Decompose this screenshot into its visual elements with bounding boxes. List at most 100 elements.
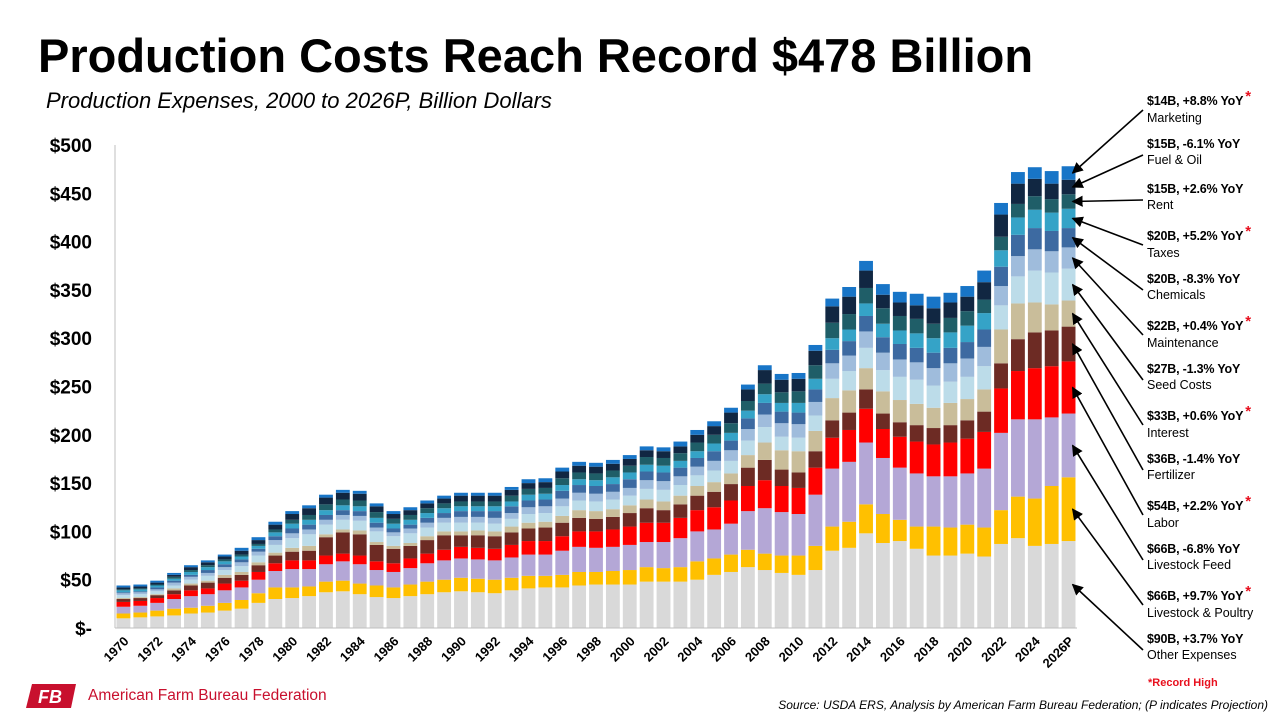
bar-segment — [774, 411, 789, 424]
bar-segment — [268, 587, 283, 600]
bar-segment — [538, 499, 553, 507]
bar-segment — [605, 459, 620, 464]
bar-segment — [1011, 203, 1025, 218]
bar-segment — [909, 293, 924, 306]
bar-segment — [740, 455, 755, 468]
bar-segment — [217, 577, 232, 584]
bar-segment — [167, 574, 181, 577]
bar-segment — [251, 579, 266, 594]
bar-segment — [1044, 330, 1059, 367]
bar-segment — [673, 581, 688, 628]
bar-segment — [572, 510, 587, 518]
bar-segment — [589, 501, 603, 512]
bar-segment — [875, 337, 890, 353]
bar-segment — [572, 571, 587, 586]
bar-segment — [926, 476, 941, 527]
bar-segment — [319, 537, 333, 556]
bar-segment — [470, 522, 485, 531]
bar-segment — [656, 465, 671, 473]
bar-segment — [740, 410, 755, 419]
bar-segment — [842, 296, 857, 315]
y-axis-labels: $- $50 $100 $150 $200 $250 $300 $350 $400 $450 $50… — [50, 136, 92, 640]
bar-segment — [133, 598, 148, 601]
bar-segment — [285, 587, 300, 599]
x-tick-label: 1972 — [134, 634, 165, 665]
bar-segment — [707, 529, 722, 559]
bar-segment — [673, 460, 688, 468]
bar-segment — [774, 436, 789, 451]
bar-segment — [825, 526, 840, 551]
bar-segment — [555, 587, 570, 628]
bar-segment — [268, 524, 283, 530]
bar-segment — [842, 355, 857, 372]
bar-segment — [808, 545, 823, 571]
bar-segment — [437, 513, 452, 518]
bar-segment — [926, 296, 941, 309]
annotation-value: $20B, -8.3% YoY — [1147, 272, 1241, 286]
bar-segment — [1011, 496, 1025, 539]
bar-segment — [740, 549, 755, 568]
bar-segment — [1011, 538, 1025, 628]
bar-segment — [740, 567, 755, 628]
bar-segment — [605, 571, 620, 585]
bar-segment — [859, 347, 873, 369]
annotation-category: Other Expenses — [1147, 648, 1237, 662]
bar-segment — [926, 407, 941, 429]
bar-segment — [319, 497, 333, 505]
bar-segment — [943, 363, 958, 382]
bar-segment — [184, 570, 198, 572]
bar-segment — [386, 587, 401, 599]
bar-segment — [470, 535, 485, 548]
bar-segment — [605, 529, 620, 547]
bar-segment — [504, 518, 519, 527]
bar-segment — [150, 587, 165, 590]
bar-segment — [184, 574, 198, 577]
bar-segment — [251, 562, 266, 566]
bar-segment — [167, 599, 181, 609]
bar-segment — [403, 519, 418, 525]
bar-segment — [1044, 272, 1059, 305]
bar-segment — [707, 491, 722, 508]
bar-segment — [251, 593, 266, 603]
bar-segment — [369, 503, 384, 507]
afbf-logo: FB American Farm Bureau Federation — [26, 684, 327, 708]
bar-segment — [589, 571, 603, 585]
bar-segment — [386, 518, 401, 524]
bar-segment — [690, 475, 705, 486]
bar-segment — [926, 428, 941, 445]
bar-segment — [605, 491, 620, 500]
bar-segment — [251, 571, 266, 580]
bar-segment — [1027, 209, 1042, 229]
bar-segment — [285, 598, 300, 628]
bar-segment — [842, 314, 857, 330]
record-star-icon: * — [1245, 88, 1251, 105]
bar-segment — [234, 574, 249, 581]
y-tick-label: $50 — [60, 571, 92, 592]
bar-segment — [420, 527, 435, 537]
bar-segment — [369, 527, 384, 532]
bar-segment — [335, 492, 350, 500]
bar-segment — [639, 542, 654, 568]
bar-segment — [1027, 545, 1042, 628]
bar-segment — [285, 569, 300, 588]
bar-segment — [892, 291, 907, 303]
bar-segment — [116, 618, 131, 628]
bar-segment — [116, 598, 131, 600]
bar-segment — [167, 580, 181, 583]
annotation-item: $15B, -6.1% YoY Fuel & Oil — [1147, 137, 1277, 167]
bar-segment — [909, 441, 924, 474]
bar-segment — [184, 607, 198, 614]
x-tick-label: 1980 — [269, 634, 300, 665]
bar-segment — [217, 567, 232, 571]
bar-segment — [285, 511, 300, 515]
bar-segment — [538, 482, 553, 488]
bar-segment — [538, 493, 553, 500]
bar-segment — [859, 303, 873, 316]
bar-segment — [622, 479, 637, 488]
bar-segment — [285, 533, 300, 539]
bar-segment — [909, 548, 924, 628]
bar-segment — [572, 492, 587, 501]
bar-segment — [470, 511, 485, 517]
bar-segment — [994, 236, 1008, 251]
bar-segment — [555, 471, 570, 479]
